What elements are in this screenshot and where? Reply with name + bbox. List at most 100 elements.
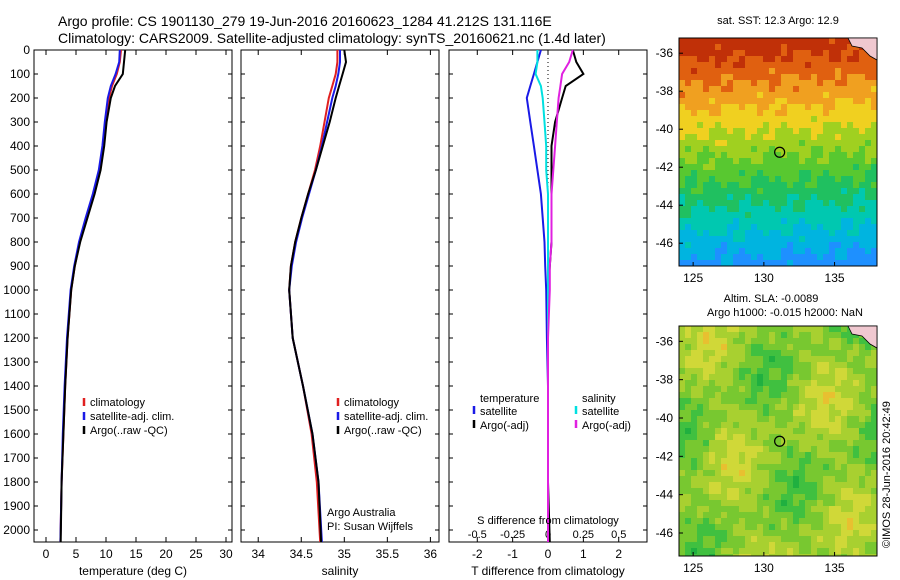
heatmap-cell — [793, 38, 799, 44]
heatmap-cell — [691, 482, 697, 488]
heatmap-cell — [781, 392, 787, 398]
heatmap-cell — [799, 506, 805, 512]
heatmap-cell — [757, 188, 763, 194]
heatmap-cell — [793, 164, 799, 170]
heatmap-cell — [859, 176, 865, 182]
heatmap-cell — [829, 326, 835, 332]
heatmap-cell — [859, 524, 865, 530]
heatmap-cell — [865, 128, 871, 134]
heatmap-cell — [715, 260, 721, 266]
heatmap-cell — [679, 254, 685, 260]
heatmap-cell — [835, 524, 841, 530]
heatmap-cell — [715, 458, 721, 464]
heatmap-cell — [799, 548, 805, 554]
heatmap-cell — [859, 422, 865, 428]
heatmap-cell — [769, 188, 775, 194]
heatmap-cell — [769, 56, 775, 62]
heatmap-cell — [763, 458, 769, 464]
heatmap-cell — [865, 392, 871, 398]
heatmap-cell — [763, 380, 769, 386]
heatmap-cell — [817, 398, 823, 404]
heatmap-cell — [769, 164, 775, 170]
heatmap-cell — [835, 56, 841, 62]
heatmap-cell — [847, 368, 853, 374]
heatmap-cell — [823, 140, 829, 146]
heatmap-cell — [835, 248, 841, 254]
heatmap-cell — [835, 62, 841, 68]
heatmap-cell — [733, 428, 739, 434]
heatmap-cell — [733, 176, 739, 182]
heatmap-cell — [757, 176, 763, 182]
heatmap-cell — [709, 254, 715, 260]
heatmap-cell — [739, 194, 745, 200]
heatmap-cell — [757, 140, 763, 146]
heatmap-cell — [841, 440, 847, 446]
heatmap-cell — [721, 518, 727, 524]
heatmap-cell — [709, 194, 715, 200]
heatmap-cell — [871, 488, 877, 494]
heatmap-cell — [847, 350, 853, 356]
heatmap-cell — [745, 98, 751, 104]
heatmap-cell — [793, 530, 799, 536]
heatmap-cell — [799, 44, 805, 50]
heatmap-cell — [835, 98, 841, 104]
heatmap-cell — [787, 170, 793, 176]
heatmap-cell — [829, 56, 835, 62]
heatmap-cell — [823, 260, 829, 266]
heatmap-cell — [703, 410, 709, 416]
heatmap-cell — [709, 104, 715, 110]
heatmap-cell — [721, 104, 727, 110]
heatmap-cell — [697, 248, 703, 254]
heatmap-cell — [685, 50, 691, 56]
heatmap-cell — [697, 434, 703, 440]
heatmap-cell — [727, 332, 733, 338]
heatmap-cell — [751, 242, 757, 248]
heatmap-cell — [715, 176, 721, 182]
heatmap-cell — [841, 146, 847, 152]
heatmap-cell — [721, 212, 727, 218]
heatmap-cell — [745, 134, 751, 140]
heatmap-cell — [847, 92, 853, 98]
heatmap-cell — [847, 242, 853, 248]
heatmap-cell — [691, 494, 697, 500]
heatmap-cell — [787, 494, 793, 500]
heatmap-cell — [769, 224, 775, 230]
heatmap-cell — [787, 512, 793, 518]
heatmap-cell — [859, 512, 865, 518]
heatmap-cell — [715, 110, 721, 116]
heatmap-cell — [841, 398, 847, 404]
heatmap-cell — [763, 548, 769, 554]
heatmap-cell — [769, 254, 775, 260]
heatmap-cell — [871, 500, 877, 506]
heatmap-cell — [697, 326, 703, 332]
heatmap-cell — [727, 386, 733, 392]
heatmap-cell — [847, 188, 853, 194]
heatmap-cell — [829, 410, 835, 416]
heatmap-cell — [733, 398, 739, 404]
heatmap-cell — [703, 158, 709, 164]
heatmap-cell — [739, 86, 745, 92]
heatmap-cell — [691, 524, 697, 530]
heatmap-cell — [703, 254, 709, 260]
heatmap-cell — [847, 356, 853, 362]
heatmap-cell — [859, 458, 865, 464]
top-axis-tick-label: 0.5 — [611, 529, 626, 541]
heatmap-cell — [775, 332, 781, 338]
heatmap-cell — [745, 122, 751, 128]
heatmap-cell — [739, 110, 745, 116]
heatmap-cell — [865, 434, 871, 440]
heatmap-cell — [709, 350, 715, 356]
heatmap-cell — [733, 404, 739, 410]
heatmap-cell — [841, 410, 847, 416]
heatmap-cell — [853, 236, 859, 242]
heatmap-cell — [733, 50, 739, 56]
heatmap-cell — [787, 140, 793, 146]
heatmap-cell — [793, 536, 799, 542]
heatmap-cell — [853, 392, 859, 398]
heatmap-cell — [823, 326, 829, 332]
heatmap-cell — [775, 386, 781, 392]
heatmap-cell — [733, 230, 739, 236]
heatmap-cell — [799, 200, 805, 206]
heatmap-cell — [835, 188, 841, 194]
heatmap-cell — [841, 488, 847, 494]
